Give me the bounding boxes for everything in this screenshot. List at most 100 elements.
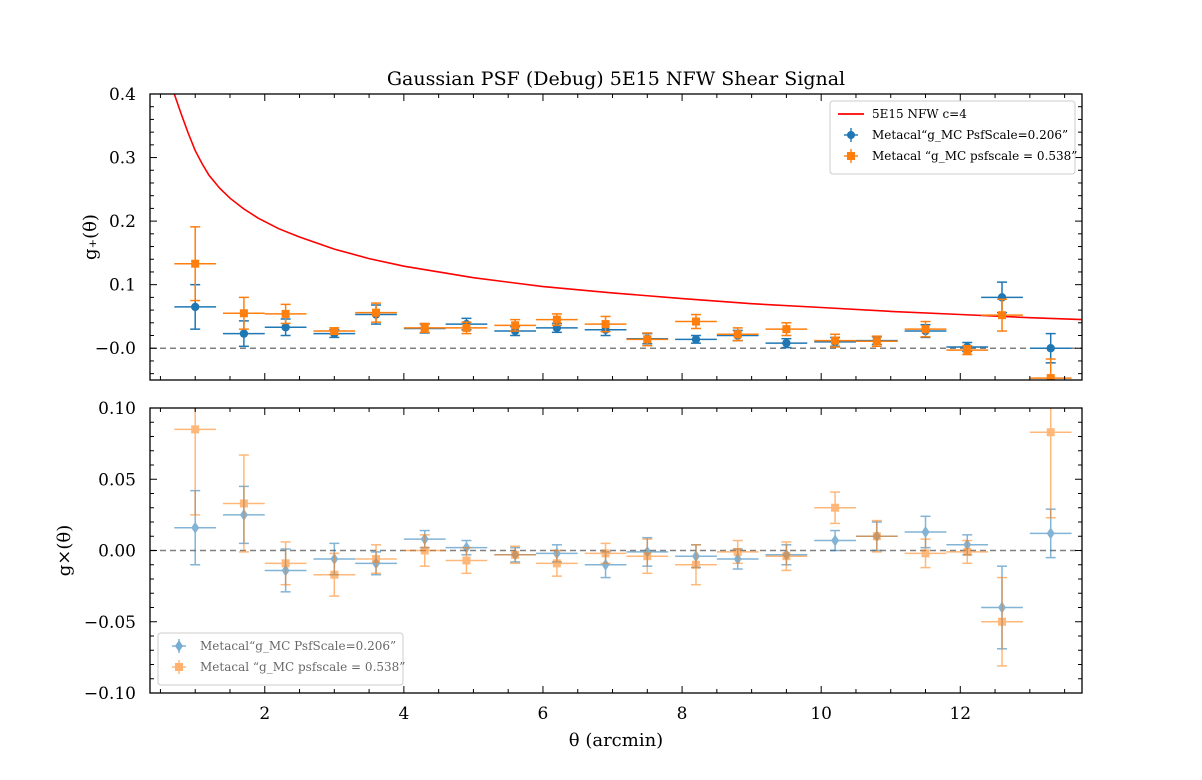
marker [998,617,1007,626]
data-point [904,538,947,569]
x-tick-label: 2 [259,704,270,724]
y-tick-label: −0.10 [84,684,136,704]
data-point [584,542,627,565]
marker [831,503,840,512]
marker [239,309,248,318]
data-point [981,298,1023,332]
marker [601,320,610,329]
marker [191,521,200,534]
data-point [855,335,898,348]
y-tick-label: 0.3 [109,149,136,169]
data-point [904,320,947,338]
marker [511,550,520,559]
x-tick-label: 12 [949,704,971,724]
plot-area [150,408,1082,667]
data-point [355,302,397,323]
data-point [716,539,759,565]
legend-entry: Metacal“g_MC PsfScale=0.206” [172,639,396,653]
marker [921,549,930,558]
legend-marker [175,663,183,671]
plot-area [150,94,1082,380]
marker [191,425,200,434]
data-point [403,322,446,334]
marker [330,327,339,336]
marker [281,323,290,332]
legend-entry: Metacal “g_MC psfscale = 0.538” [844,149,1077,163]
marker [552,559,561,568]
marker [782,325,791,334]
marker [191,259,200,268]
y-axis-label: g₊(θ) [80,214,101,260]
y-tick-label: 0.4 [109,85,136,105]
marker [1046,344,1055,353]
x-tick-label: 4 [398,704,409,724]
legend: 5E15 NFW c=4 Metacal“g_MC PsfScale=0.206”… [829,100,1077,175]
data-point [765,337,808,349]
data-point [313,327,356,336]
marker [733,547,742,556]
y-tick-label: 0.00 [98,542,136,562]
marker [782,338,791,348]
marker [963,547,972,556]
data-point [626,538,669,575]
axes-frame [149,93,1083,381]
data-point [946,539,989,565]
marker [601,549,610,558]
legend-label: Metacal “g_MC psfscale = 0.538” [200,660,405,674]
marker [420,323,429,332]
data-point [675,544,717,586]
y-tick-label: 0.10 [98,399,136,419]
marker [1046,374,1055,380]
data-point [445,321,488,335]
marker [831,336,840,345]
data-point [626,332,669,347]
legend-entry: Metacal“g_MC PsfScale=0.206” [844,128,1068,142]
legend-marker [847,152,855,160]
marker [691,317,700,326]
data-point [675,313,717,330]
data-point [584,315,627,333]
legend-frame [157,632,404,686]
y-tick-label: −0.05 [84,613,136,633]
data-point [765,322,808,337]
data-point [716,327,759,342]
data-point [814,333,856,348]
marker [998,311,1007,320]
data-point [855,519,898,553]
marker [420,546,429,555]
legend: Metacal“g_MC PsfScale=0.206” Metacal “g_M… [157,632,405,686]
marker [462,556,471,565]
x-axis-label: θ (arcmin) [569,730,663,751]
legend-frame [829,100,1076,175]
data-point [174,226,217,302]
panel-shear-cross: 2 4 6 8 10 12 −0.10 −0.05 0.00 0.05 0.10 g×(θ) θ (ar… [54,399,1083,751]
x-tick-label: 10 [810,704,832,724]
x-tick-label: 8 [677,704,688,724]
x-tick-label: 6 [538,704,549,724]
data-point [494,545,537,565]
marker [643,552,652,561]
data-point [313,552,356,597]
marker [601,558,610,571]
marker [872,532,881,541]
marker [782,552,791,561]
marker [921,525,930,538]
data-point [223,320,265,348]
data-point [445,546,488,575]
marker [281,309,290,318]
data-point [223,454,265,553]
model-curve [173,94,1082,321]
marker [239,329,249,338]
data-point [1029,358,1072,380]
marker [733,330,742,339]
data-point [946,344,989,356]
y-tick-label: 0.05 [98,470,136,490]
marker [330,570,339,579]
marker [831,534,840,547]
data-point [814,491,856,525]
legend-marker [175,640,183,652]
marker [239,499,248,508]
data-point [1029,408,1072,519]
y-tick-label: 0.2 [109,212,136,232]
